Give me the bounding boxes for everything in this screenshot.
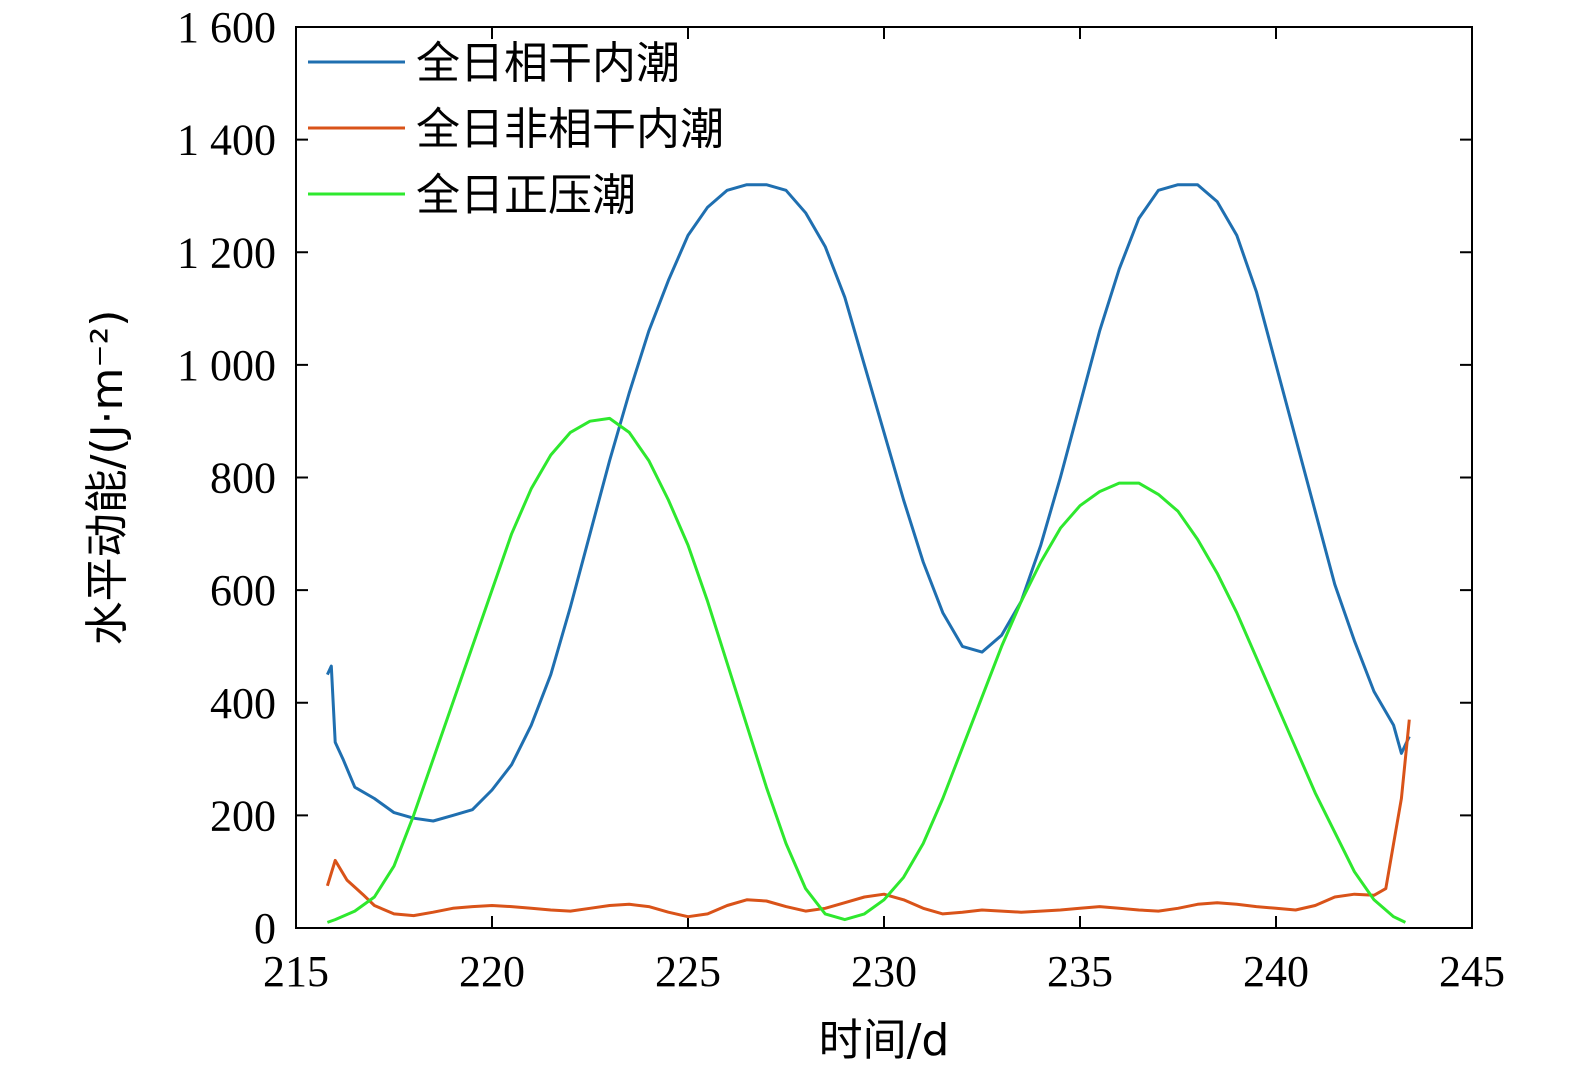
y-axis-title: 水平动能/(J·m⁻²)	[82, 310, 133, 646]
y-tick-label: 600	[210, 566, 276, 615]
x-axis-title: 时间/d	[819, 1015, 950, 1066]
y-axis: 0 200 400 600 800 1 000 1 200 1 400 1 600	[177, 3, 1472, 953]
x-axis: 215 220 225 230 235 240 245	[263, 27, 1505, 996]
plot-frame	[295, 26, 1473, 929]
y-tick-label: 1 600	[177, 3, 276, 52]
series-line-2	[326, 416, 1407, 924]
series-line-1	[325, 719, 1411, 919]
y-tick-label: 400	[210, 679, 276, 728]
series-layer	[325, 183, 1411, 924]
y-tick-label: 200	[210, 791, 276, 840]
y-tick-label: 0	[254, 904, 276, 953]
y-tick-label: 1 400	[177, 116, 276, 165]
y-tick-label: 1 000	[177, 341, 276, 390]
y-tick-label: 800	[210, 454, 276, 503]
x-tick-label: 225	[655, 947, 721, 996]
plot-area	[295, 26, 1473, 929]
x-tick-label: 240	[1243, 947, 1309, 996]
x-tick-label: 230	[851, 947, 917, 996]
legend-label-1: 全日非相干内潮	[416, 104, 724, 155]
x-tick-label: 235	[1047, 947, 1113, 996]
legend-label-0: 全日相干内潮	[416, 38, 680, 89]
x-tick-label: 245	[1439, 947, 1505, 996]
x-tick-label: 215	[263, 947, 329, 996]
legend-label-2: 全日正压潮	[416, 170, 636, 221]
x-tick-label: 220	[459, 947, 525, 996]
series-line-0	[326, 183, 1411, 823]
y-tick-label: 1 200	[177, 228, 276, 277]
